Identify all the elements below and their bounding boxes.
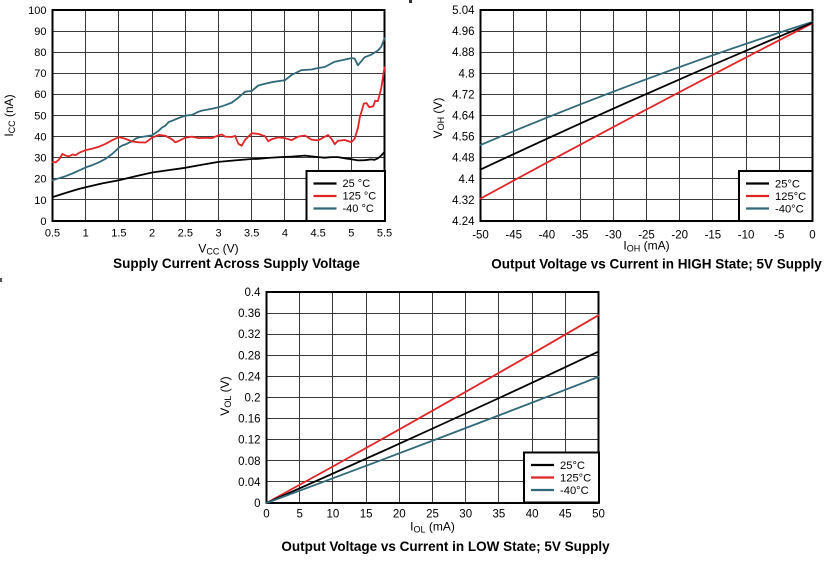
svg-text:4.48: 4.48 bbox=[452, 153, 474, 165]
svg-text:ICC (nA): ICC (nA) bbox=[2, 94, 17, 136]
svg-text:0.5: 0.5 bbox=[45, 228, 60, 240]
svg-text:125 °C: 125 °C bbox=[343, 191, 377, 203]
svg-text:5: 5 bbox=[296, 509, 302, 521]
svg-text:60: 60 bbox=[34, 89, 46, 101]
svg-text:4.32: 4.32 bbox=[452, 195, 474, 207]
svg-text:-5: -5 bbox=[774, 230, 784, 242]
svg-text:50: 50 bbox=[34, 110, 46, 122]
svg-text:VOL (V): VOL (V) bbox=[218, 376, 233, 415]
svg-text:0.04: 0.04 bbox=[238, 477, 261, 489]
svg-text:-30: -30 bbox=[605, 230, 622, 242]
svg-text:4.4: 4.4 bbox=[459, 174, 476, 186]
svg-text:0.36: 0.36 bbox=[238, 308, 260, 320]
svg-text:4.8: 4.8 bbox=[459, 68, 475, 80]
svg-text:20: 20 bbox=[393, 509, 406, 521]
svg-text:-25: -25 bbox=[638, 230, 655, 242]
svg-text:0.16: 0.16 bbox=[238, 414, 260, 426]
svg-text:40: 40 bbox=[34, 131, 46, 143]
svg-text:5.04: 5.04 bbox=[452, 5, 475, 17]
svg-text:-45: -45 bbox=[505, 230, 522, 242]
svg-text:2: 2 bbox=[149, 228, 155, 240]
svg-text:Supply Current Across Supply V: Supply Current Across Supply Voltage bbox=[113, 256, 360, 271]
svg-text:-40: -40 bbox=[539, 230, 556, 242]
svg-text:40: 40 bbox=[526, 509, 539, 521]
svg-text:20: 20 bbox=[34, 174, 46, 186]
svg-text:-20: -20 bbox=[671, 230, 688, 242]
svg-text:-40°C: -40°C bbox=[560, 485, 589, 497]
svg-text:125°C: 125°C bbox=[560, 472, 591, 484]
svg-text:VCC (V): VCC (V) bbox=[198, 242, 238, 257]
svg-text:3: 3 bbox=[215, 228, 221, 240]
svg-text:2.5: 2.5 bbox=[178, 228, 193, 240]
svg-text:4.72: 4.72 bbox=[452, 89, 474, 101]
svg-text:45: 45 bbox=[559, 509, 572, 521]
svg-text:0.24: 0.24 bbox=[238, 371, 261, 383]
svg-text:0.08: 0.08 bbox=[238, 456, 260, 468]
svg-text:0: 0 bbox=[40, 216, 46, 228]
svg-text:-40°C: -40°C bbox=[775, 203, 804, 215]
svg-text:90: 90 bbox=[34, 26, 46, 38]
svg-text:125°C: 125°C bbox=[775, 191, 806, 203]
svg-text:0.32: 0.32 bbox=[238, 329, 260, 341]
svg-text:4: 4 bbox=[282, 228, 288, 240]
svg-text:-15: -15 bbox=[705, 230, 722, 242]
svg-text:1: 1 bbox=[83, 228, 89, 240]
svg-text:25 °C: 25 °C bbox=[343, 178, 371, 190]
svg-text:-40 °C: -40 °C bbox=[343, 203, 374, 215]
svg-text:0.4: 0.4 bbox=[245, 287, 262, 299]
svg-text:25°C: 25°C bbox=[560, 460, 585, 472]
svg-text:Output Voltage vs Current in H: Output Voltage vs Current in HIGH State;… bbox=[491, 257, 822, 272]
svg-text:3.5: 3.5 bbox=[244, 228, 259, 240]
svg-text:1.5: 1.5 bbox=[111, 228, 126, 240]
svg-text:0.2: 0.2 bbox=[245, 393, 261, 405]
svg-text:0: 0 bbox=[809, 230, 815, 242]
svg-text:4.5: 4.5 bbox=[310, 228, 325, 240]
svg-text:4.24: 4.24 bbox=[452, 216, 475, 228]
svg-text:35: 35 bbox=[493, 509, 506, 521]
svg-text:30: 30 bbox=[459, 509, 472, 521]
svg-text:10: 10 bbox=[327, 509, 340, 521]
svg-text:25: 25 bbox=[426, 509, 439, 521]
svg-text:-10: -10 bbox=[738, 230, 755, 242]
svg-text:5: 5 bbox=[348, 228, 354, 240]
svg-text:0.28: 0.28 bbox=[238, 350, 260, 362]
svg-text:25°C: 25°C bbox=[775, 178, 800, 190]
svg-text:4.88: 4.88 bbox=[452, 47, 474, 59]
svg-text:Output Voltage vs Current in L: Output Voltage vs Current in LOW State; … bbox=[281, 539, 610, 554]
svg-text:-35: -35 bbox=[572, 230, 589, 242]
svg-text:-50: -50 bbox=[472, 230, 489, 242]
svg-text:15: 15 bbox=[360, 509, 373, 521]
svg-text:80: 80 bbox=[34, 47, 46, 59]
svg-text:50: 50 bbox=[592, 509, 605, 521]
svg-text:5.5: 5.5 bbox=[377, 228, 392, 240]
svg-text:0: 0 bbox=[263, 509, 269, 521]
svg-text:100: 100 bbox=[28, 5, 46, 17]
svg-text:4.96: 4.96 bbox=[452, 26, 474, 38]
svg-text:4.56: 4.56 bbox=[452, 132, 474, 144]
svg-text:70: 70 bbox=[34, 68, 46, 80]
svg-text:30: 30 bbox=[34, 153, 46, 165]
svg-text:0.12: 0.12 bbox=[238, 435, 260, 447]
svg-text:10: 10 bbox=[34, 195, 46, 207]
svg-text:4.64: 4.64 bbox=[452, 111, 475, 123]
svg-text:0: 0 bbox=[254, 498, 260, 510]
